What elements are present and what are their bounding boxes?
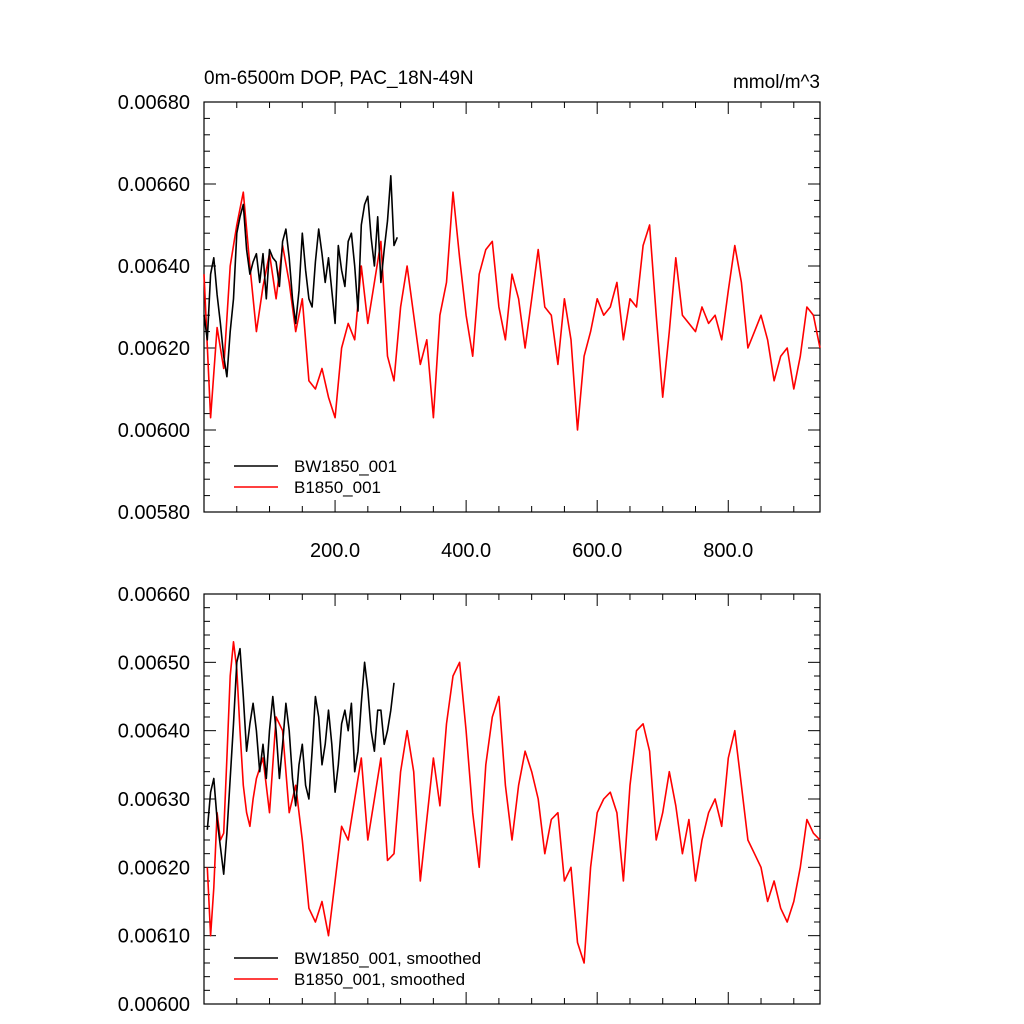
plot-panel-1 (203, 101, 821, 513)
plot-panel-2 (203, 593, 821, 1005)
series-line-bw1850-001-smoothed (206, 647, 395, 876)
plot-frame (203, 101, 821, 513)
legend-label: BW1850_001 (294, 457, 397, 476)
legend-label: B1850_001, smoothed (294, 970, 465, 989)
legend-label: BW1850_001, smoothed (294, 949, 481, 968)
y-tick-label: 0.00580 (118, 502, 190, 524)
y-tick-label: 0.00660 (118, 584, 190, 606)
y-tick-label: 0.00600 (118, 420, 190, 442)
series-line-b1850-001 (203, 191, 821, 431)
legend-label: B1850_001 (294, 478, 381, 497)
plot-title: 0m-6500m DOP, PAC_18N-49N (204, 68, 474, 89)
series-line-bw1850-001 (203, 175, 399, 378)
y-tick-label: 0.00600 (118, 994, 190, 1016)
x-tick-label: 600.0 (572, 540, 622, 562)
x-tick-label: 400.0 (441, 540, 491, 562)
y-tick-label: 0.00620 (118, 338, 190, 360)
y-tick-label: 0.00640 (118, 256, 190, 278)
units-label: mmol/m^3 (733, 72, 820, 93)
y-tick-label: 0.00660 (118, 174, 190, 196)
series-line-b1850-001-smoothed (206, 640, 821, 964)
y-tick-label: 0.00680 (118, 92, 190, 114)
y-tick-label: 0.00610 (118, 926, 190, 948)
y-tick-label: 0.00630 (118, 789, 190, 811)
x-tick-label: 800.0 (703, 540, 753, 562)
y-tick-label: 0.00640 (118, 721, 190, 743)
x-tick-label: 200.0 (310, 540, 360, 562)
y-tick-label: 0.00650 (118, 652, 190, 674)
y-tick-label: 0.00620 (118, 857, 190, 879)
